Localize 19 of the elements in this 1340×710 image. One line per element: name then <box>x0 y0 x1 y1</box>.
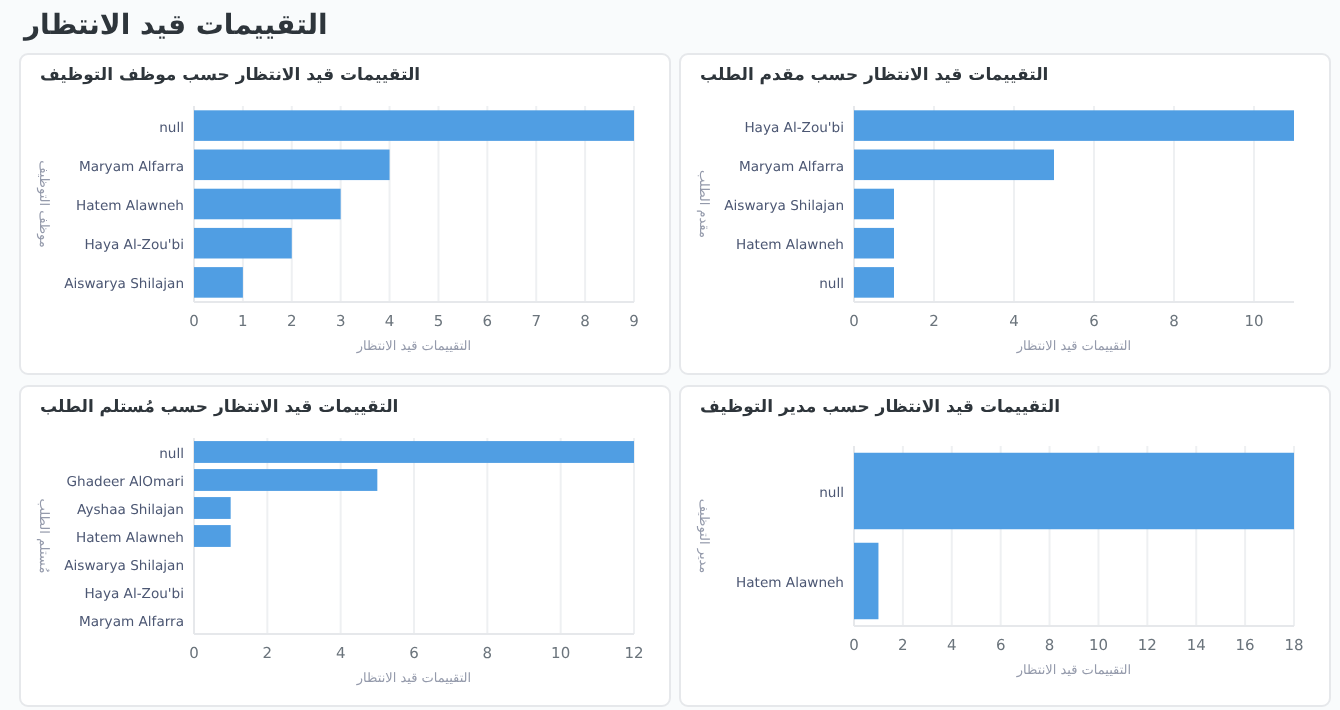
bar <box>854 267 894 298</box>
chart-title: التقييمات قيد الانتظار حسب مدير التوظيف <box>700 398 1061 418</box>
bar <box>194 227 292 259</box>
bar <box>854 188 894 220</box>
chart-title: التقييمات قيد الانتظار حسب موظف التوظيف <box>40 66 421 86</box>
bar <box>194 110 634 141</box>
bar <box>194 267 243 298</box>
bar <box>854 227 894 259</box>
chart-title: التقييمات قيد الانتظار حسب مُستلم الطلب <box>40 398 399 418</box>
bar <box>194 469 378 491</box>
bar <box>194 188 341 220</box>
bar <box>194 525 231 547</box>
bar <box>194 497 231 519</box>
bar <box>854 110 1294 141</box>
text: التقييمات قيد الانتظار <box>22 10 328 42</box>
chart-title: التقييمات قيد الانتظار حسب مقدم الطلب <box>700 66 1049 86</box>
bar <box>854 149 1054 181</box>
bar <box>194 149 390 181</box>
bar <box>194 441 634 463</box>
